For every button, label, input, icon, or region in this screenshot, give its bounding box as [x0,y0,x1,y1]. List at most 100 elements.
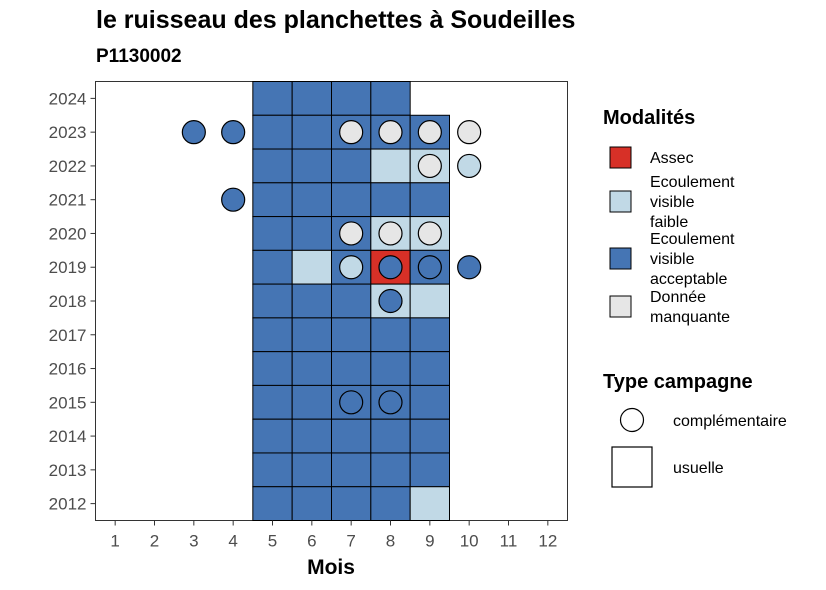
y-tick-label-2023: 2023 [49,123,87,142]
y-tick-label-2013: 2013 [49,461,87,480]
x-tick-label-10: 10 [460,532,479,551]
legend-key-complementaire [619,407,645,433]
tile-2012-7 [331,486,372,522]
tile-2017-9 [409,317,450,353]
tile-2019-5 [252,249,293,285]
tile-2021-9 [409,182,450,218]
x-tick-label-6: 6 [307,532,316,551]
legend-key-usuelle [611,446,653,488]
tile-2013-9 [409,452,450,488]
tile-2018-9 [409,283,450,319]
x-tick-label-7: 7 [346,532,355,551]
tile-2016-8 [370,351,411,386]
tile-2016-7 [331,351,372,386]
tile-2013-7 [331,452,372,488]
legend-key-acceptable [609,247,632,270]
tile-2014-6 [291,418,332,454]
y-tick-label-2012: 2012 [49,495,87,514]
point-2020-9 [417,221,442,246]
y-tick-label-2016: 2016 [49,360,87,379]
point-2019-8 [378,255,403,280]
legend-label-usuelle: usuelle [673,460,724,477]
point-2022-9 [417,153,442,179]
point-2020-7 [339,221,364,246]
tile-2023-6 [291,114,332,150]
tile-2016-5 [252,351,293,386]
legend-label-complementaire: complémentaire [673,413,787,430]
tile-2017-6 [291,317,332,353]
tile-2016-6 [291,351,332,386]
point-2023-4 [221,120,246,145]
point-2015-7 [339,390,364,415]
tile-2014-9 [409,418,450,454]
x-tick-label-4: 4 [228,532,237,551]
y-tick-label-2017: 2017 [49,326,87,345]
legend-key-manquante [609,295,632,318]
legend-label-manquante: Donnée manquante [650,289,730,326]
y-tick-label-2014: 2014 [49,427,87,446]
tile-2022-6 [291,148,332,184]
y-tick-label-2021: 2021 [49,191,87,210]
x-tick-label-5: 5 [268,532,277,551]
tile-2013-5 [252,452,293,488]
y-tick-label-2019: 2019 [49,258,87,277]
point-2019-10 [457,255,482,280]
legend-key-faible [609,190,632,213]
x-tick-label-1: 1 [110,532,119,551]
axes-layer: 1 2 3 4 5 6 7 8 9 10 11 122012201320142015201620172… [49,89,558,550]
tile-2018-5 [252,283,293,319]
legend-type-title: Type campagne [603,371,753,393]
tile-2019-6 [291,249,332,285]
y-tick-label-2022: 2022 [49,157,87,176]
tile-2021-7 [331,182,372,218]
y-tick-label-2024: 2024 [49,89,87,108]
x-tick-label-9: 9 [425,532,434,551]
legend-modalites-title: Modalités [603,107,695,129]
legend-label-faible: Ecoulement visible faible [650,174,735,231]
tile-2017-8 [370,317,411,353]
point-2023-8 [378,120,403,145]
tile-2022-7 [331,148,372,184]
point-2019-7 [339,255,364,280]
tile-2014-5 [252,418,293,454]
tile-2012-6 [291,486,332,522]
tile-2023-5 [252,114,293,150]
legend-key-assec [609,146,632,169]
point-2021-4 [221,187,246,212]
x-tick-label-8: 8 [386,532,395,551]
tile-2024-8 [370,81,411,116]
tile-2020-5 [252,216,293,251]
x-tick-label-3: 3 [189,532,198,551]
tile-2021-5 [252,182,293,218]
point-2023-9 [417,120,442,145]
tile-2022-8 [370,148,411,184]
tile-2016-9 [409,351,450,386]
y-tick-label-2020: 2020 [49,224,87,243]
tile-2017-5 [252,317,293,353]
point-2023-10 [457,120,482,145]
tile-2014-7 [331,418,372,454]
x-tick-label-2: 2 [150,532,159,551]
point-2019-9 [417,255,442,280]
y-tick-label-2015: 2015 [49,393,87,412]
legend-layer: Modalités Assec Ecoulement visible faibleEco… [603,107,787,488]
tile-2012-5 [252,486,293,522]
tile-2015-5 [252,384,293,420]
chart-title: le ruisseau des planchettes à Soudeilles [96,6,576,34]
tiles-layer [252,81,450,522]
point-2018-8 [378,288,403,314]
point-2022-10 [457,153,482,179]
tile-2024-7 [331,81,372,116]
tile-2024-6 [291,81,332,116]
tile-2012-8 [370,486,411,522]
tile-2024-5 [252,81,293,116]
x-tick-label-11: 11 [500,532,518,551]
tile-2018-6 [291,283,332,319]
x-axis-label: Mois [307,556,355,579]
legend-label-assec: Assec [650,150,694,167]
tile-2022-5 [252,148,293,184]
tile-2018-7 [331,283,372,319]
points-layer [181,120,482,415]
